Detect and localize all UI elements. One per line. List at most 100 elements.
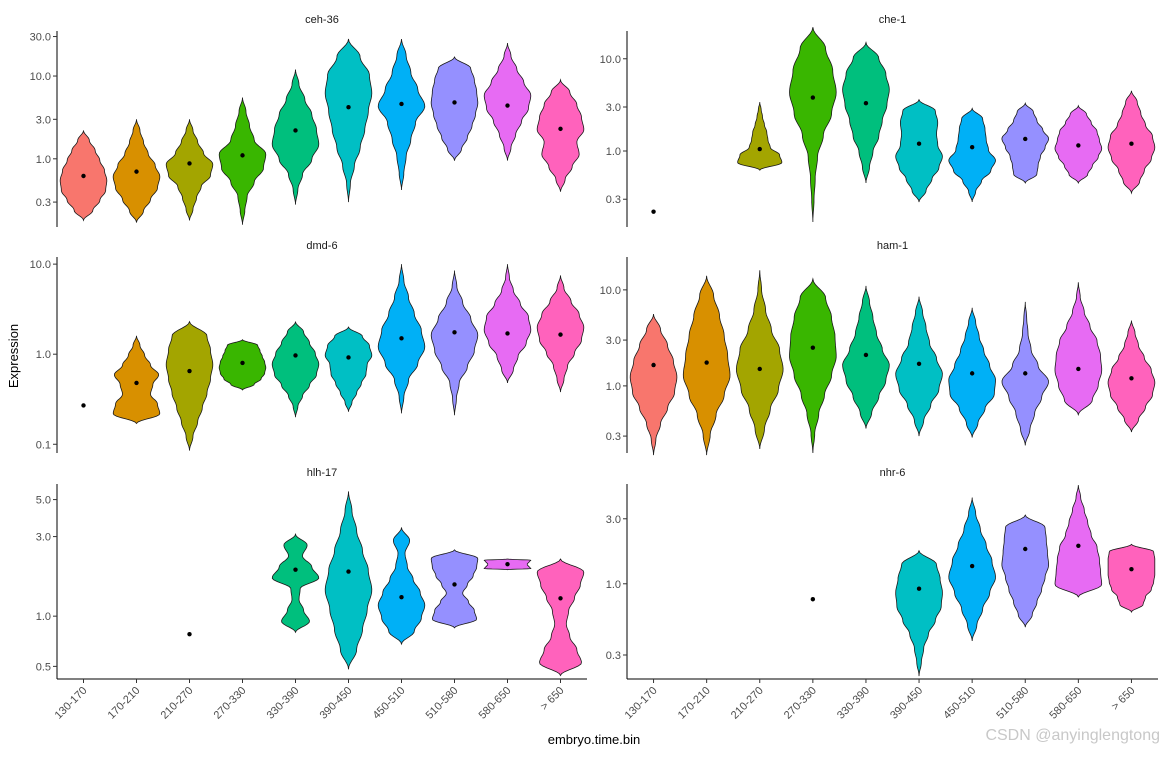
y-tick-label: 10.0 bbox=[30, 259, 51, 271]
violin-che-1-4 bbox=[842, 41, 890, 184]
median-point bbox=[293, 567, 298, 572]
median-point bbox=[81, 173, 86, 179]
violin-ham-1-3 bbox=[789, 277, 837, 454]
violin-hlh-17-9 bbox=[536, 558, 585, 677]
median-point bbox=[293, 128, 298, 133]
violin-nhr-6-8 bbox=[1054, 485, 1103, 598]
violin-hlh-17-4 bbox=[271, 533, 320, 634]
violin-nhr-6-9 bbox=[1107, 543, 1156, 613]
y-tick-label: 5.0 bbox=[36, 495, 51, 507]
median-point bbox=[240, 360, 245, 366]
panel-che-1: che-1 0.3 1.0 3.0 10.0 bbox=[600, 14, 1156, 227]
median-point bbox=[863, 100, 869, 106]
violin-dmd-6-5 bbox=[324, 326, 373, 412]
median-point bbox=[1023, 546, 1028, 552]
panel-title: che-1 bbox=[879, 14, 907, 26]
median-point bbox=[346, 569, 351, 574]
median-point bbox=[1129, 141, 1134, 146]
violin-ham-1-0 bbox=[629, 314, 678, 456]
violin-ceh-36-2 bbox=[165, 119, 214, 221]
median-point bbox=[916, 141, 922, 146]
y-tick-label: 0.1 bbox=[36, 439, 51, 451]
violin-dmd-6-8 bbox=[483, 264, 532, 383]
violin-ham-1-5 bbox=[895, 296, 943, 437]
median-point bbox=[651, 209, 656, 214]
median-point bbox=[757, 146, 762, 152]
y-tick-label: 0.5 bbox=[36, 661, 51, 673]
violin-nhr-6-6 bbox=[948, 497, 996, 642]
median-point bbox=[399, 101, 404, 107]
violin-ham-1-4 bbox=[842, 285, 890, 429]
watermark-text: CSDN @anyinglengtong bbox=[985, 727, 1160, 744]
median-point bbox=[452, 330, 457, 335]
median-point bbox=[810, 95, 816, 100]
median-point bbox=[505, 103, 510, 108]
y-tick-label: 10.0 bbox=[30, 71, 51, 83]
median-point bbox=[651, 362, 656, 368]
panel-title: hlh-17 bbox=[307, 467, 338, 479]
median-point bbox=[134, 169, 139, 174]
violin-nhr-6-7 bbox=[1001, 514, 1049, 628]
violin-ceh-36-3 bbox=[218, 97, 267, 225]
median-point bbox=[81, 403, 86, 408]
violin-ceh-36-6 bbox=[377, 38, 426, 191]
violin-che-1-7 bbox=[1001, 101, 1050, 184]
median-point bbox=[1129, 566, 1134, 572]
panel-title: ham-1 bbox=[877, 240, 908, 252]
median-point bbox=[1129, 376, 1134, 381]
violin-hlh-17-5 bbox=[324, 491, 373, 670]
median-point bbox=[187, 631, 192, 637]
y-tick-label: 10.0 bbox=[600, 285, 621, 297]
y-tick-label: 1.0 bbox=[606, 381, 621, 393]
violin-che-1-3 bbox=[789, 27, 837, 223]
violin-che-1-2 bbox=[737, 101, 783, 171]
median-point bbox=[452, 100, 457, 105]
median-point bbox=[1076, 366, 1081, 372]
median-point bbox=[969, 371, 975, 376]
median-point bbox=[187, 161, 192, 166]
violin-che-1-5 bbox=[895, 98, 943, 203]
median-point bbox=[704, 360, 709, 365]
violin-ceh-36-5 bbox=[324, 38, 373, 203]
median-point bbox=[916, 586, 922, 591]
median-point bbox=[346, 105, 351, 110]
y-tick-label: 1.0 bbox=[36, 154, 51, 166]
violin-ham-1-1 bbox=[682, 275, 731, 456]
median-point bbox=[134, 380, 139, 386]
median-point bbox=[505, 561, 510, 567]
y-tick-label: 30.0 bbox=[30, 32, 51, 44]
median-point bbox=[1076, 543, 1081, 549]
y-tick-label: 1.0 bbox=[36, 611, 51, 623]
violin-hlh-17-6 bbox=[377, 527, 426, 646]
median-point bbox=[187, 368, 192, 374]
y-tick-label: 1.0 bbox=[606, 146, 621, 158]
median-point bbox=[1023, 136, 1028, 142]
violin-ham-1-2 bbox=[735, 270, 784, 450]
y-tick-label: 3.0 bbox=[36, 532, 51, 544]
violin-nhr-6-5 bbox=[895, 549, 943, 677]
y-tick-label: 3.0 bbox=[36, 114, 51, 126]
median-point bbox=[558, 126, 563, 132]
median-point bbox=[969, 144, 975, 150]
y-tick-label: 3.0 bbox=[606, 102, 621, 114]
violin-dmd-6-2 bbox=[165, 320, 214, 451]
y-tick-label: 1.0 bbox=[606, 579, 621, 591]
y-tick-label: 0.3 bbox=[36, 197, 51, 209]
median-point bbox=[346, 355, 351, 360]
panel-ceh-36: ceh-36 0.3 1.0 3.0 10.0 30.0 bbox=[30, 14, 585, 227]
median-point bbox=[863, 352, 869, 358]
median-point bbox=[399, 336, 404, 341]
median-point bbox=[293, 353, 298, 358]
x-axis-title: embryo.time.bin bbox=[548, 732, 640, 747]
y-tick-label: 3.0 bbox=[606, 335, 621, 347]
violin-ham-1-8 bbox=[1054, 282, 1103, 417]
y-tick-label: 3.0 bbox=[606, 514, 621, 526]
violin-hlh-17-7 bbox=[430, 549, 479, 629]
median-point bbox=[916, 361, 922, 366]
median-point bbox=[452, 582, 457, 587]
y-tick-label: 0.3 bbox=[606, 650, 621, 662]
median-point bbox=[810, 345, 816, 350]
y-tick-label: 0.3 bbox=[606, 431, 621, 443]
median-point bbox=[969, 563, 975, 569]
median-point bbox=[1023, 371, 1028, 376]
